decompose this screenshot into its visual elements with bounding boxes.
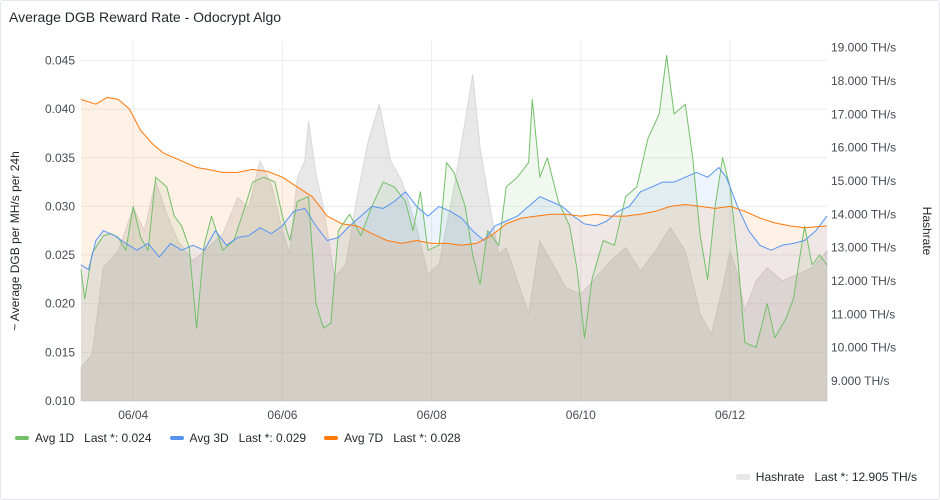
y2-tick-label: 15.000 TH/s: [831, 174, 896, 188]
y2-tick-label: 14.000 TH/s: [831, 207, 896, 221]
y-tick-label: 0.010: [45, 394, 75, 408]
legend-item-hashrate[interactable]: Hashrate Last *: 12.905 TH/s: [735, 470, 917, 484]
legend-swatch: [735, 474, 750, 480]
x-tick-label: 06/04: [118, 408, 148, 422]
y2-tick-label: 11.000 TH/s: [831, 307, 895, 321]
y2-tick-label: 13.000 TH/s: [831, 241, 896, 255]
legend-label: Avg 3D: [189, 431, 229, 445]
y-tick-label: 0.045: [45, 53, 75, 67]
y-tick-label: 0.040: [45, 102, 75, 116]
y2-tick-label: 10.000 TH/s: [831, 341, 896, 355]
legend-label: Avg 1D: [35, 431, 75, 445]
legend-swatch: [169, 436, 184, 440]
y-tick-label: 0.015: [45, 345, 75, 359]
y2-tick-label: 16.000 TH/s: [831, 141, 896, 155]
legend-item-avg3d[interactable]: Avg 3D Last *: 0.029: [169, 431, 307, 445]
series-fill-avg-3d: [81, 167, 827, 401]
legend-swatch: [324, 436, 339, 440]
legend-swatch: [15, 436, 29, 440]
y-axis-title: ~ Average DGB per MH/s per 24h: [8, 151, 22, 331]
x-tick-label: 06/10: [566, 408, 596, 422]
series-line-avg-1d: [80, 55, 828, 348]
y2-tick-label: 9.000 TH/s: [831, 374, 889, 388]
x-tick-label: 06/12: [715, 408, 745, 422]
y2-tick-label: 19.000 TH/s: [831, 41, 896, 55]
axes: 0.010 0.015 0.020 0.025 0.030 0.035 0.040 0.045…: [8, 41, 934, 422]
x-tick-label: 06/08: [417, 408, 447, 422]
y2-tick-label: 18.000 TH/s: [831, 74, 896, 88]
y-tick-label: 0.030: [45, 199, 75, 213]
legend-value: Last *: 0.024: [84, 431, 152, 445]
series-fill-avg-7d: [81, 97, 827, 402]
series-area-hashrate: [80, 74, 828, 402]
panel-title: Average DGB Reward Rate - Odocrypt Algo: [9, 9, 282, 25]
y-tick-label: 0.025: [45, 248, 75, 262]
legend-label: Hashrate: [755, 470, 805, 484]
series-lines: [80, 55, 828, 402]
series-line-avg-7d: [80, 96, 828, 246]
y-tick-label: 0.020: [45, 297, 75, 311]
legend-item-avg7d[interactable]: Avg 7D Last *: 0.028: [324, 431, 461, 445]
legend-label: Avg 7D: [344, 431, 384, 445]
y-tick-label: 0.035: [45, 151, 75, 165]
x-tick-label: 06/06: [267, 408, 297, 422]
hashrate-area: [80, 74, 828, 402]
legend-value: Last *: 0.028: [393, 431, 461, 445]
y2-axis-title: Hashrate: [920, 207, 934, 256]
y2-tick-label: 17.000 TH/s: [831, 107, 896, 121]
y2-tick-label: 12.000 TH/s: [831, 274, 896, 288]
series-fill-avg-1d: [81, 55, 827, 401]
legend-item-avg1d[interactable]: Avg 1D Last *: 0.024: [15, 431, 152, 445]
legend-value: Last *: 12.905 TH/s: [814, 470, 917, 484]
legend-value: Last *: 0.029: [238, 431, 307, 445]
series-line-avg-3d: [80, 167, 828, 271]
legend: Avg 1D Last *: 0.024 Avg 3D Last *: 0.02…: [15, 431, 461, 445]
